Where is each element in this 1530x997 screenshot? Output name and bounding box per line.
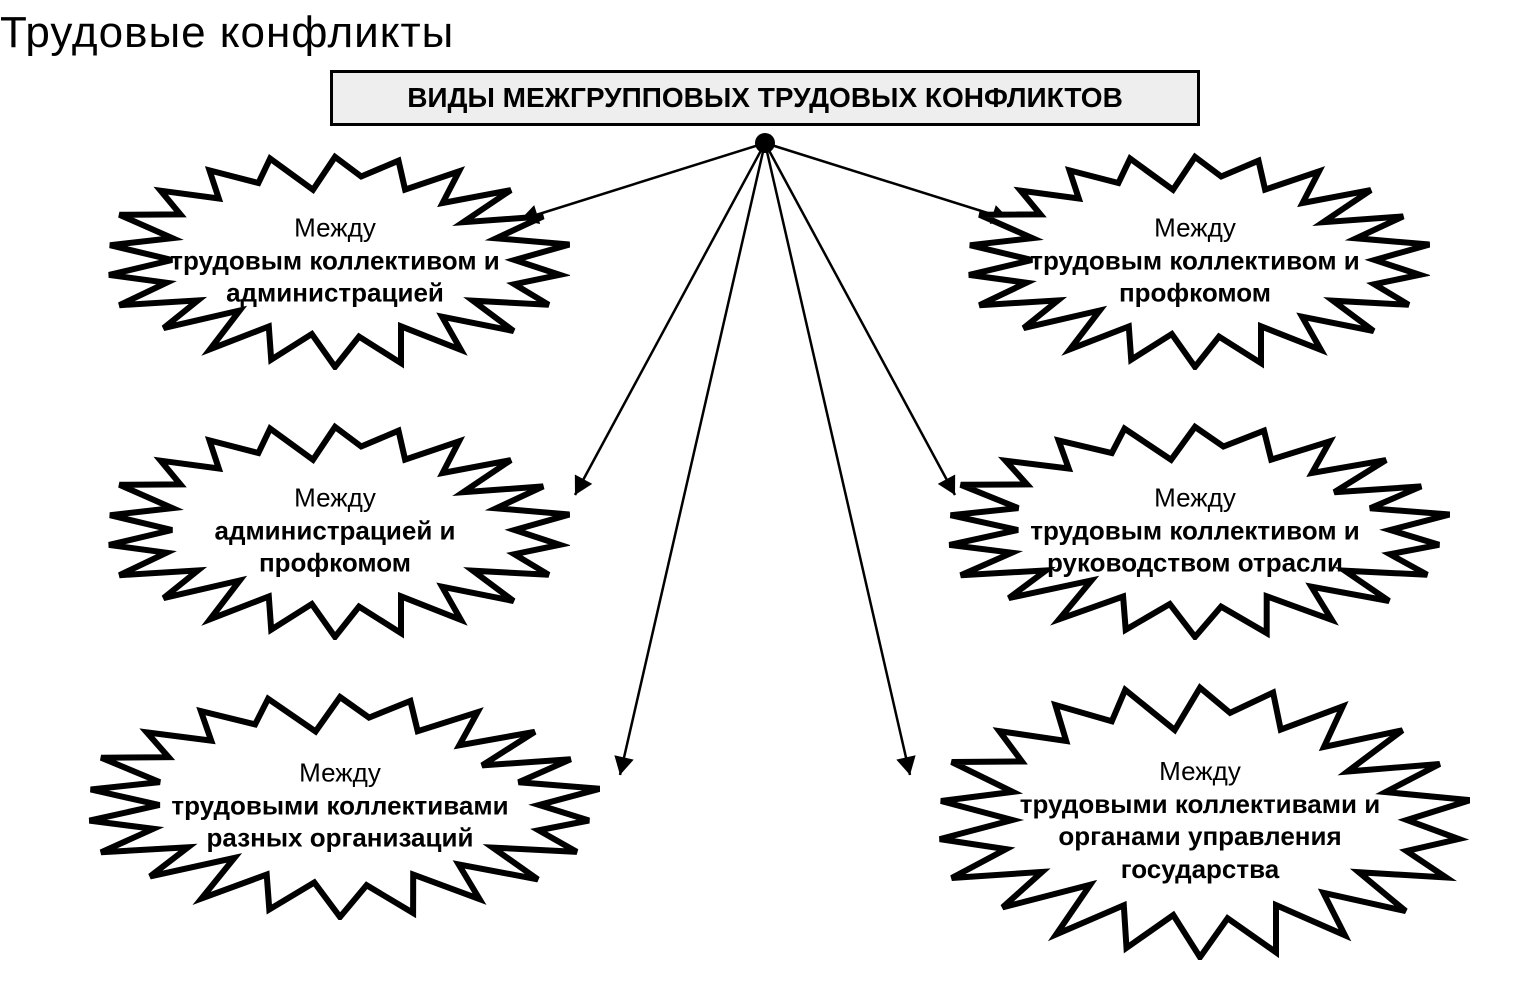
- node-prefix: Между: [147, 211, 523, 244]
- arrow-line-5: [765, 143, 910, 775]
- arrow-head-5: [896, 755, 915, 775]
- node-prefix: Между: [132, 756, 548, 789]
- node-n2: Междутрудовым коллективом и профкомом: [960, 150, 1430, 370]
- page-title: Трудовые конфликты: [0, 8, 454, 58]
- node-bold: трудовым коллективом и администрацией: [147, 244, 523, 309]
- node-bold: трудовыми коллективами разных организаци…: [132, 789, 548, 854]
- node-n5: Междутрудовыми коллективами разных орган…: [80, 690, 600, 920]
- node-prefix: Между: [147, 481, 523, 514]
- node-text-n5: Междутрудовыми коллективами разных орган…: [132, 756, 548, 854]
- node-text-n4: Междутрудовым коллективом и руководством…: [991, 481, 1399, 579]
- node-text-n2: Междутрудовым коллективом и профкомом: [1007, 211, 1383, 309]
- header-text: ВИДЫ МЕЖГРУППОВЫХ ТРУДОВЫХ КОНФЛИКТОВ: [407, 82, 1123, 114]
- node-text-n6: Междутрудовыми коллективами и органами у…: [984, 755, 1416, 885]
- header-box: ВИДЫ МЕЖГРУППОВЫХ ТРУДОВЫХ КОНФЛИКТОВ: [330, 70, 1200, 126]
- arrow-line-3: [765, 143, 955, 495]
- node-n3: Междуадминистрацией и профкомом: [100, 420, 570, 640]
- arrow-line-4: [620, 143, 765, 775]
- node-n6: Междутрудовыми коллективами и органами у…: [930, 680, 1470, 960]
- node-n1: Междутрудовым коллективом и администраци…: [100, 150, 570, 370]
- node-bold: администрацией и профкомом: [147, 514, 523, 579]
- hub-dot: [755, 133, 775, 153]
- node-text-n1: Междутрудовым коллективом и администраци…: [147, 211, 523, 309]
- node-bold: трудовыми коллективами и органами управл…: [984, 788, 1416, 886]
- node-n4: Междутрудовым коллективом и руководством…: [940, 420, 1450, 640]
- node-prefix: Между: [991, 481, 1399, 514]
- node-bold: трудовым коллективом и профкомом: [1007, 244, 1383, 309]
- arrow-line-2: [575, 143, 765, 495]
- arrow-head-2: [575, 474, 592, 495]
- diagram-page: Трудовые конфликты ВИДЫ МЕЖГРУППОВЫХ ТРУ…: [0, 0, 1530, 997]
- node-bold: трудовым коллективом и руководством отра…: [991, 514, 1399, 579]
- node-prefix: Между: [1007, 211, 1383, 244]
- node-prefix: Между: [984, 755, 1416, 788]
- arrow-head-4: [614, 755, 633, 775]
- node-text-n3: Междуадминистрацией и профкомом: [147, 481, 523, 579]
